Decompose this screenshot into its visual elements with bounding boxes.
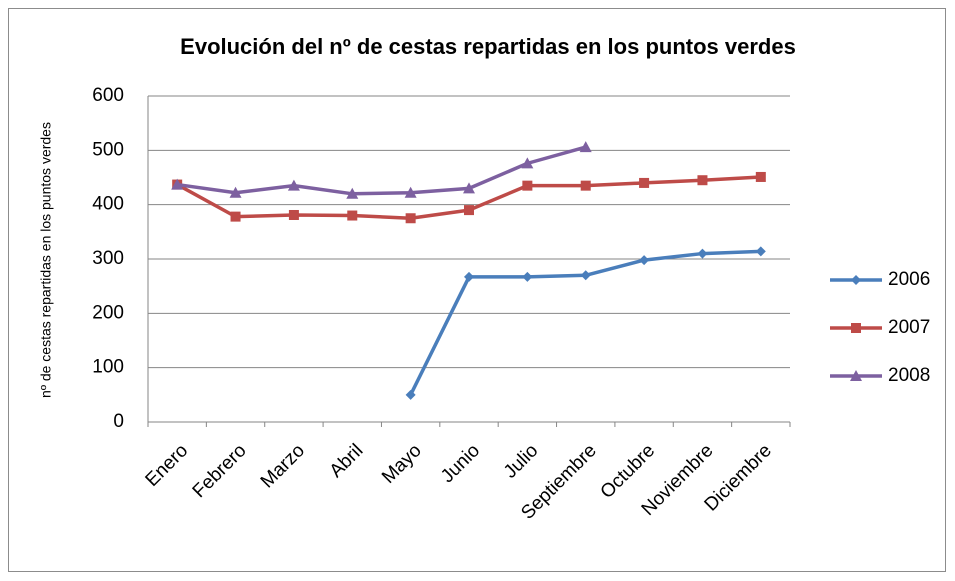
y-axis-label: nº de cestas repartidas en los puntos ve… — [38, 122, 54, 398]
marker — [405, 389, 416, 400]
marker — [464, 271, 474, 282]
marker — [639, 177, 650, 188]
marker — [464, 205, 474, 216]
y-tick-label: 0 — [113, 411, 124, 432]
legend-label: 2008 — [888, 365, 930, 386]
marker — [639, 255, 650, 266]
marker — [522, 180, 533, 191]
marker — [755, 246, 766, 257]
marker — [850, 370, 862, 381]
legend-label: 2006 — [888, 269, 930, 290]
marker — [851, 323, 861, 333]
marker — [522, 271, 533, 282]
marker — [346, 187, 359, 199]
marker — [521, 157, 534, 169]
marker — [287, 179, 300, 191]
y-tick-label: 300 — [92, 248, 124, 269]
marker — [697, 248, 708, 259]
marker — [347, 210, 358, 221]
marker — [580, 180, 591, 191]
marker — [229, 186, 242, 198]
y-tick-label: 600 — [92, 85, 124, 106]
legend-label: 2007 — [888, 317, 930, 338]
marker — [755, 171, 766, 182]
marker — [580, 270, 591, 281]
y-tick-label: 500 — [92, 139, 124, 160]
marker — [851, 275, 861, 285]
marker — [463, 182, 475, 194]
chart-title: Evolución del nº de cestas repartidas en… — [180, 34, 796, 59]
chart-frame — [8, 8, 946, 572]
marker — [697, 175, 708, 186]
marker — [230, 211, 241, 222]
series-line — [176, 145, 587, 196]
marker — [288, 209, 299, 220]
marker — [579, 141, 592, 153]
y-tick-label: 400 — [92, 194, 124, 215]
marker — [405, 213, 416, 224]
marker — [404, 186, 417, 198]
y-tick-label: 100 — [92, 357, 124, 378]
marker — [171, 178, 184, 190]
y-tick-label: 200 — [92, 302, 124, 323]
